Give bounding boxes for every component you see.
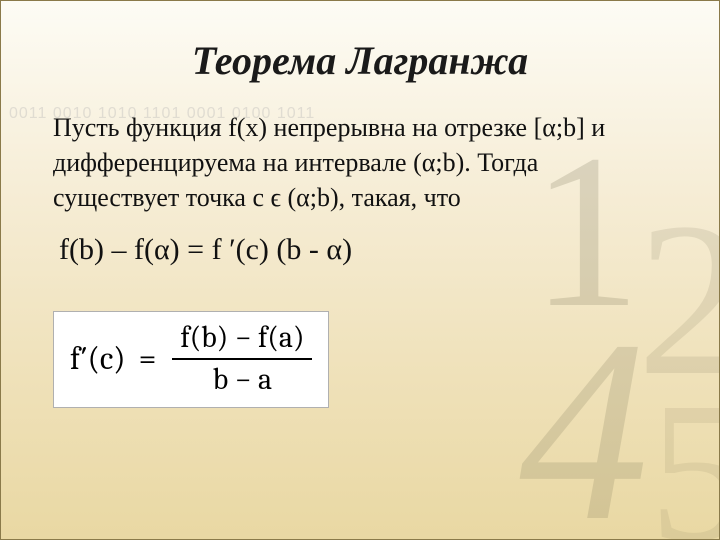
- formula-numerator: f(b) − f(a): [172, 322, 312, 354]
- formula-inline: f(b) – f(α) = f ′(c) (b - α): [59, 233, 671, 267]
- formula-eq-sign: =: [139, 340, 157, 377]
- formula-lhs: f′(c) =: [70, 340, 162, 377]
- formula-denominator: b − a: [205, 364, 281, 396]
- theorem-statement: Пусть функция f(x) непрерывна на отрезке…: [53, 110, 661, 215]
- formula-fraction: f(b) − f(a) b − a: [172, 322, 312, 395]
- slide: 0011 0010 1010 1101 0001 0100 1011 1 2 4…: [0, 0, 720, 540]
- formula-equation: f′(c) = f(b) − f(a) b − a: [70, 322, 312, 395]
- content-area: Теорема Лагранжа Пусть функция f(x) непр…: [1, 1, 719, 408]
- slide-title: Теорема Лагранжа: [49, 37, 671, 84]
- formula-lhs-text: f′(c): [70, 340, 126, 377]
- formula-box: f′(c) = f(b) − f(a) b − a: [53, 311, 329, 408]
- fraction-bar: [172, 358, 312, 360]
